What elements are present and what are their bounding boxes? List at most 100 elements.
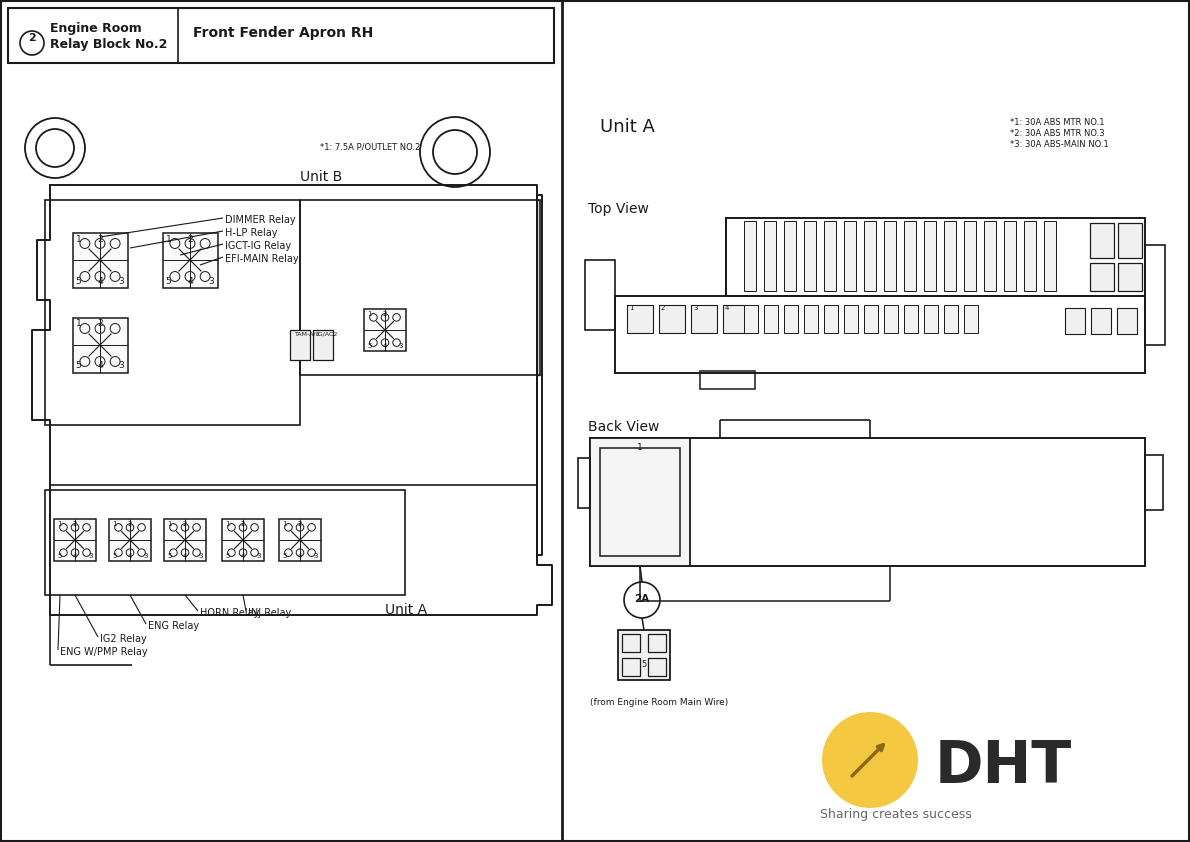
Text: 4: 4 <box>73 553 77 559</box>
Text: 2: 2 <box>73 521 77 527</box>
Text: *2: 30A ABS MTR NO.3: *2: 30A ABS MTR NO.3 <box>1010 129 1104 138</box>
Text: 3: 3 <box>119 276 125 285</box>
Bar <box>1044 221 1056 291</box>
Text: Unit A: Unit A <box>600 118 654 136</box>
Text: 2: 2 <box>98 319 104 328</box>
Text: Unit B: Unit B <box>300 170 343 184</box>
Text: 5: 5 <box>641 660 646 669</box>
Text: 4: 4 <box>725 305 729 311</box>
Bar <box>1091 308 1111 334</box>
Text: 3: 3 <box>257 553 261 559</box>
Text: 5: 5 <box>282 553 287 559</box>
Text: HORN Relay: HORN Relay <box>200 608 259 618</box>
Text: 3: 3 <box>119 361 125 370</box>
Bar <box>1090 263 1114 291</box>
Bar <box>804 305 818 333</box>
Text: 4: 4 <box>383 343 387 349</box>
Text: (from Engine Room Main Wire): (from Engine Room Main Wire) <box>590 698 728 707</box>
Text: 1: 1 <box>112 521 117 527</box>
Text: DIMMER Relay: DIMMER Relay <box>225 215 295 225</box>
Text: 4: 4 <box>98 361 104 370</box>
Text: 1: 1 <box>75 319 81 328</box>
Bar <box>659 305 685 333</box>
Bar <box>844 221 856 291</box>
Text: 5: 5 <box>367 343 371 349</box>
Bar <box>823 221 837 291</box>
Bar <box>109 519 151 561</box>
Text: DHT: DHT <box>935 738 1072 795</box>
Bar <box>784 305 798 333</box>
Bar <box>1117 263 1142 291</box>
Text: *3: 30A ABS-MAIN NO.1: *3: 30A ABS-MAIN NO.1 <box>1010 140 1109 149</box>
Bar <box>784 221 796 291</box>
Bar <box>1117 223 1142 258</box>
Text: *1: 7.5A P/OUTLET NO.2: *1: 7.5A P/OUTLET NO.2 <box>320 143 420 152</box>
Text: EFI-MAIN Relay: EFI-MAIN Relay <box>225 254 299 264</box>
Text: 2: 2 <box>98 235 104 243</box>
Bar <box>744 221 756 291</box>
Bar <box>691 305 718 333</box>
Bar <box>313 330 333 360</box>
Text: 2: 2 <box>240 521 245 527</box>
Text: 1: 1 <box>225 521 230 527</box>
Text: 2: 2 <box>187 235 193 243</box>
Bar <box>964 221 976 291</box>
Text: 1: 1 <box>57 521 62 527</box>
Bar <box>578 458 590 508</box>
Text: Sharing creates success: Sharing creates success <box>820 808 972 821</box>
Text: 3: 3 <box>693 305 697 311</box>
Bar <box>600 448 679 556</box>
Bar <box>73 317 127 372</box>
Text: IG/AC2: IG/AC2 <box>317 332 338 337</box>
Bar <box>649 658 666 676</box>
Text: 2: 2 <box>298 521 302 527</box>
Text: 3: 3 <box>399 343 403 349</box>
Text: IG2 Relay: IG2 Relay <box>100 634 146 644</box>
Text: 1: 1 <box>637 443 643 452</box>
Text: ENG W/PMP Relay: ENG W/PMP Relay <box>60 647 148 657</box>
Bar <box>45 200 300 425</box>
Text: ENG Relay: ENG Relay <box>148 621 199 631</box>
Text: Engine Room: Engine Room <box>50 22 142 35</box>
Text: 4: 4 <box>127 553 132 559</box>
Text: 4: 4 <box>98 276 104 285</box>
Text: 3: 3 <box>144 553 148 559</box>
Bar <box>864 305 878 333</box>
Bar <box>1090 223 1114 258</box>
Bar <box>615 296 1145 373</box>
Bar <box>45 490 405 595</box>
Bar <box>700 371 754 389</box>
Bar <box>1145 455 1163 510</box>
Bar <box>864 221 876 291</box>
Text: 5: 5 <box>225 553 230 559</box>
Bar <box>622 658 640 676</box>
Bar <box>649 634 666 652</box>
Circle shape <box>822 712 917 808</box>
Text: 1: 1 <box>165 235 171 243</box>
Bar <box>164 519 206 561</box>
Text: DHT: DHT <box>935 738 1072 795</box>
Bar <box>904 221 916 291</box>
Text: 2: 2 <box>183 521 187 527</box>
Text: 3: 3 <box>313 553 318 559</box>
Text: 4: 4 <box>298 553 302 559</box>
Bar <box>590 438 1145 566</box>
Text: 1: 1 <box>75 235 81 243</box>
Bar <box>1145 245 1165 345</box>
Bar <box>944 221 956 291</box>
Bar <box>73 232 127 287</box>
Text: 2: 2 <box>660 305 665 311</box>
Bar <box>54 519 96 561</box>
Bar <box>163 232 218 287</box>
Text: TAM-A/C: TAM-A/C <box>295 332 321 337</box>
Bar <box>278 519 321 561</box>
Bar <box>1065 308 1085 334</box>
Text: 5: 5 <box>75 361 81 370</box>
Bar <box>964 305 978 333</box>
Text: *1: 30A ABS MTR NO.1: *1: 30A ABS MTR NO.1 <box>1010 118 1104 127</box>
Text: Back View: Back View <box>588 420 659 434</box>
Bar <box>844 305 858 333</box>
Bar <box>1025 221 1036 291</box>
Text: Relay Block No.2: Relay Block No.2 <box>50 38 168 51</box>
Text: 2: 2 <box>127 521 132 527</box>
